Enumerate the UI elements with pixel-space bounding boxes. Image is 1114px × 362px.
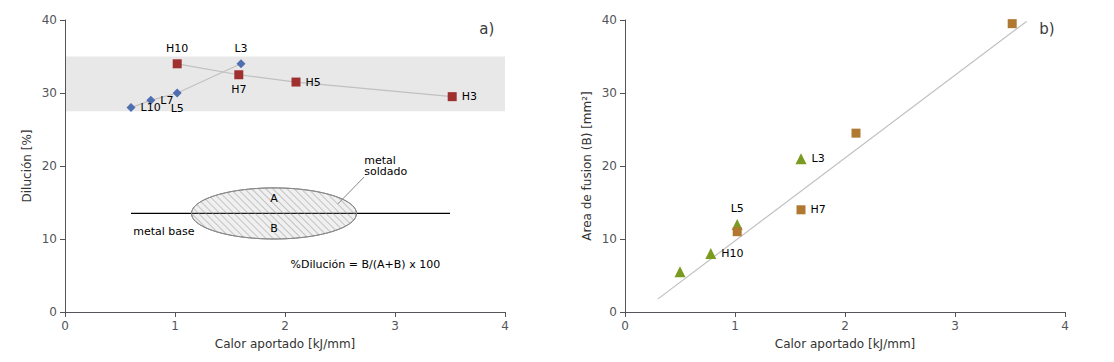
svg-text:%Dilución = B/(A+B) x 100: %Dilución = B/(A+B) x 100: [291, 258, 441, 271]
svg-text:0: 0: [621, 319, 629, 333]
svg-text:L3: L3: [812, 152, 825, 165]
svg-text:10: 10: [602, 232, 617, 246]
svg-text:L5: L5: [731, 202, 744, 215]
svg-text:H7: H7: [811, 203, 826, 216]
svg-text:Dilución [%]: Dilución [%]: [20, 130, 34, 203]
svg-text:L5: L5: [171, 102, 184, 115]
svg-text:H3: H3: [462, 90, 477, 103]
svg-text:4: 4: [1061, 319, 1069, 333]
svg-text:L3: L3: [234, 42, 247, 55]
svg-text:1: 1: [731, 319, 739, 333]
svg-text:2: 2: [841, 319, 849, 333]
svg-text:40: 40: [42, 13, 57, 27]
svg-text:10: 10: [42, 232, 57, 246]
svg-text:H10: H10: [166, 42, 188, 55]
svg-text:a): a): [479, 20, 494, 38]
svg-text:1: 1: [171, 319, 179, 333]
svg-text:Calor aportado [kJ/mm]: Calor aportado [kJ/mm]: [775, 337, 916, 351]
svg-text:H10: H10: [721, 247, 743, 260]
svg-text:4: 4: [501, 319, 509, 333]
svg-text:L10: L10: [141, 101, 161, 114]
svg-text:L7: L7: [160, 93, 174, 107]
svg-text:metal base: metal base: [133, 225, 195, 238]
svg-text:0: 0: [49, 305, 57, 319]
svg-text:30: 30: [602, 86, 617, 100]
svg-text:30: 30: [42, 86, 57, 100]
svg-text:Calor aportado [kJ/mm]: Calor aportado [kJ/mm]: [215, 337, 356, 351]
svg-text:2: 2: [281, 319, 289, 333]
svg-text:3: 3: [951, 319, 959, 333]
svg-text:3: 3: [391, 319, 399, 333]
svg-text:b): b): [1039, 20, 1054, 38]
svg-text:20: 20: [602, 159, 617, 173]
svg-text:B: B: [270, 222, 278, 235]
svg-text:Area de fusion (B) [mm²]: Area de fusion (B) [mm²]: [580, 91, 594, 240]
svg-text:0: 0: [61, 319, 69, 333]
svg-text:A: A: [270, 192, 278, 205]
svg-text:0: 0: [609, 305, 617, 319]
svg-text:H7: H7: [231, 83, 246, 96]
svg-text:soldado: soldado: [364, 165, 407, 178]
svg-text:20: 20: [42, 159, 57, 173]
svg-text:H5: H5: [306, 76, 321, 89]
svg-text:metal: metal: [364, 153, 396, 167]
svg-text:40: 40: [602, 13, 617, 27]
